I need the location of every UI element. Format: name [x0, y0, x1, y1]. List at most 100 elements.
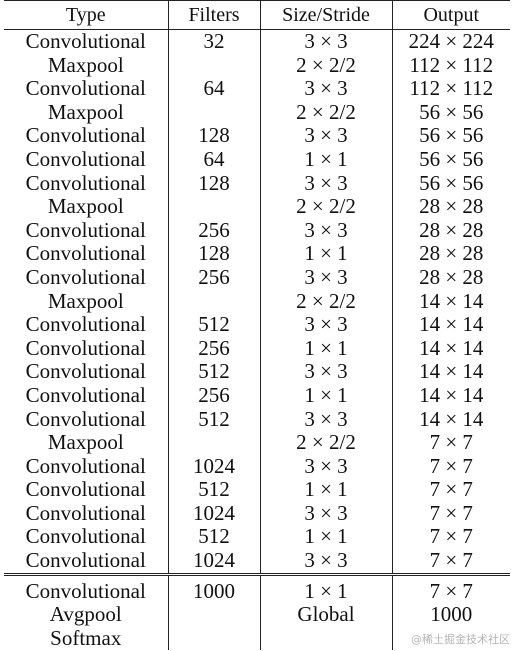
table-row: Convolutional 1024 3 × 3 7 × 7: [4, 501, 510, 526]
table-row: Convolutional 256 1 × 1 14 × 14: [4, 383, 510, 408]
cell-size-stride: 1 × 1: [260, 242, 393, 266]
cell-output: 1000: [430, 603, 473, 627]
cell-filters: 1024: [168, 454, 261, 479]
watermark: @稀土掘金技术社区: [411, 633, 510, 646]
cell-filters: 1024: [168, 501, 261, 526]
cell-type: Convolutional: [4, 218, 169, 243]
cell-output: 7 × 7: [392, 572, 510, 604]
cell-output: 28 × 28: [419, 265, 484, 289]
cell-type: Convolutional: [4, 407, 169, 432]
cell-output: 56 × 56: [419, 171, 484, 195]
cell-size-stride: 3 × 3: [260, 265, 393, 290]
cell-size-stride: 3 × 3: [260, 549, 393, 575]
cell-type: Convolutional: [4, 265, 169, 290]
cell-output: 56 × 56: [419, 100, 484, 124]
cell-type: Convolutional: [4, 478, 169, 502]
cell-output: 7 × 7: [429, 525, 473, 549]
cell-output: 7 × 7: [429, 549, 473, 573]
cell-size-stride: 2 × 2/2: [260, 100, 393, 125]
table-row: Maxpool 2 × 2/2 112 × 112: [4, 53, 510, 78]
table-row: Maxpool 2 × 2/2 14 × 14: [4, 289, 510, 314]
cell-type: Convolutional: [4, 454, 169, 479]
cell-type: Convolutional: [4, 501, 169, 526]
cell-filters: 256: [168, 218, 261, 243]
cell-filters: 512: [168, 360, 261, 384]
cell-filters: 128: [168, 242, 261, 266]
cell-size-stride: 3 × 3: [260, 218, 393, 243]
cell-output: 112 × 112: [409, 53, 494, 77]
cell-filters: 32: [168, 29, 261, 54]
cell-output: 14 × 14: [419, 407, 484, 431]
cell-type: Avgpool: [4, 603, 169, 627]
cell-size-stride: 2 × 2/2: [260, 289, 393, 314]
cell-size-stride: 2 × 2/2: [260, 431, 393, 455]
table-row: Convolutional 256 3 × 3 28 × 28: [4, 218, 510, 243]
cell-output: 56 × 56: [419, 124, 484, 148]
cell-filters: [168, 53, 261, 78]
cell-filters: [168, 100, 261, 125]
table-row: Convolutional 128 3 × 3 56 × 56: [4, 124, 510, 148]
table-row: Convolutional 1024 3 × 3 7 × 7: [4, 549, 510, 575]
cell-size-stride: 3 × 3: [260, 313, 393, 337]
table-row: Convolutional 128 3 × 3 56 × 56: [4, 171, 510, 196]
cell-output: 7 × 7: [429, 431, 473, 455]
table-row: Convolutional 512 1 × 1 7 × 7: [4, 478, 510, 502]
cell-filters: [168, 431, 261, 455]
cell-type: Convolutional: [4, 29, 169, 54]
cell-type: Convolutional: [4, 336, 169, 361]
table-row: Convolutional 512 3 × 3 14 × 14: [4, 407, 510, 432]
cell-size-stride: [260, 626, 393, 651]
cell-size-stride: 3 × 3: [260, 501, 393, 526]
cell-filters: 64: [168, 147, 261, 172]
cell-filters: 64: [168, 77, 261, 101]
cell-output: 28 × 28: [419, 218, 484, 242]
cell-filters: 1024: [168, 549, 261, 575]
cell-output: 28 × 28: [419, 242, 484, 266]
cell-filters: 256: [168, 383, 261, 408]
cell-output: 112 × 112: [409, 77, 494, 101]
cell-filters: 256: [168, 265, 261, 290]
cell-output: 14 × 14: [419, 289, 484, 313]
cell-size-stride: 1 × 1: [260, 383, 393, 408]
cell-size-stride: 2 × 2/2: [260, 53, 393, 78]
cell-filters: 256: [168, 336, 261, 361]
table-row: Maxpool 2 × 2/2 28 × 28: [4, 195, 510, 219]
cell-output: 14 × 14: [419, 336, 484, 360]
cell-size-stride: 1 × 1: [260, 147, 393, 172]
cell-filters: 512: [168, 478, 261, 502]
cell-size-stride: 3 × 3: [260, 77, 393, 101]
cell-size-stride: 1 × 1: [260, 572, 393, 604]
cell-filters: 128: [168, 124, 261, 148]
cell-filters: 1000: [168, 572, 261, 604]
cell-size-stride: 3 × 3: [260, 171, 393, 196]
cell-size-stride: 3 × 3: [260, 360, 393, 384]
cell-size-stride: 2 × 2/2: [260, 195, 393, 219]
cell-output: 28 × 28: [419, 195, 484, 219]
table-row: Convolutional 256 3 × 3 28 × 28: [4, 265, 510, 290]
cell-size-stride: 3 × 3: [260, 454, 393, 479]
cell-type: Maxpool: [4, 53, 169, 78]
cell-filters: [168, 289, 261, 314]
table-row: Convolutional 32 3 × 3 224 × 224: [4, 29, 510, 54]
cell-output: 224 × 224: [408, 29, 494, 53]
cell-type: Maxpool: [4, 100, 169, 125]
header-size-stride: Size/Stride: [260, 0, 393, 30]
table-row: Maxpool 2 × 2/2 56 × 56: [4, 100, 510, 125]
cell-type: Softmax: [4, 626, 169, 651]
cell-type: Convolutional: [4, 525, 169, 550]
cell-type: Convolutional: [4, 147, 169, 172]
table-row: Convolutional 512 3 × 3 14 × 14: [4, 313, 510, 337]
cell-size-stride: 3 × 3: [260, 407, 393, 432]
cell-output: 14 × 14: [419, 360, 484, 384]
header-output: Output: [423, 4, 480, 26]
cell-output: 56 × 56: [419, 147, 484, 171]
cell-size-stride: 1 × 1: [260, 478, 393, 502]
cell-output: 7 × 7: [429, 501, 473, 525]
table-row: Softmax: [4, 626, 510, 651]
cell-size-stride: 1 × 1: [260, 336, 393, 361]
cell-filters: 512: [168, 525, 261, 550]
cell-output: 7 × 7: [429, 478, 473, 502]
cell-type: Convolutional: [4, 77, 169, 101]
table-row: Convolutional 256 1 × 1 14 × 14: [4, 336, 510, 361]
